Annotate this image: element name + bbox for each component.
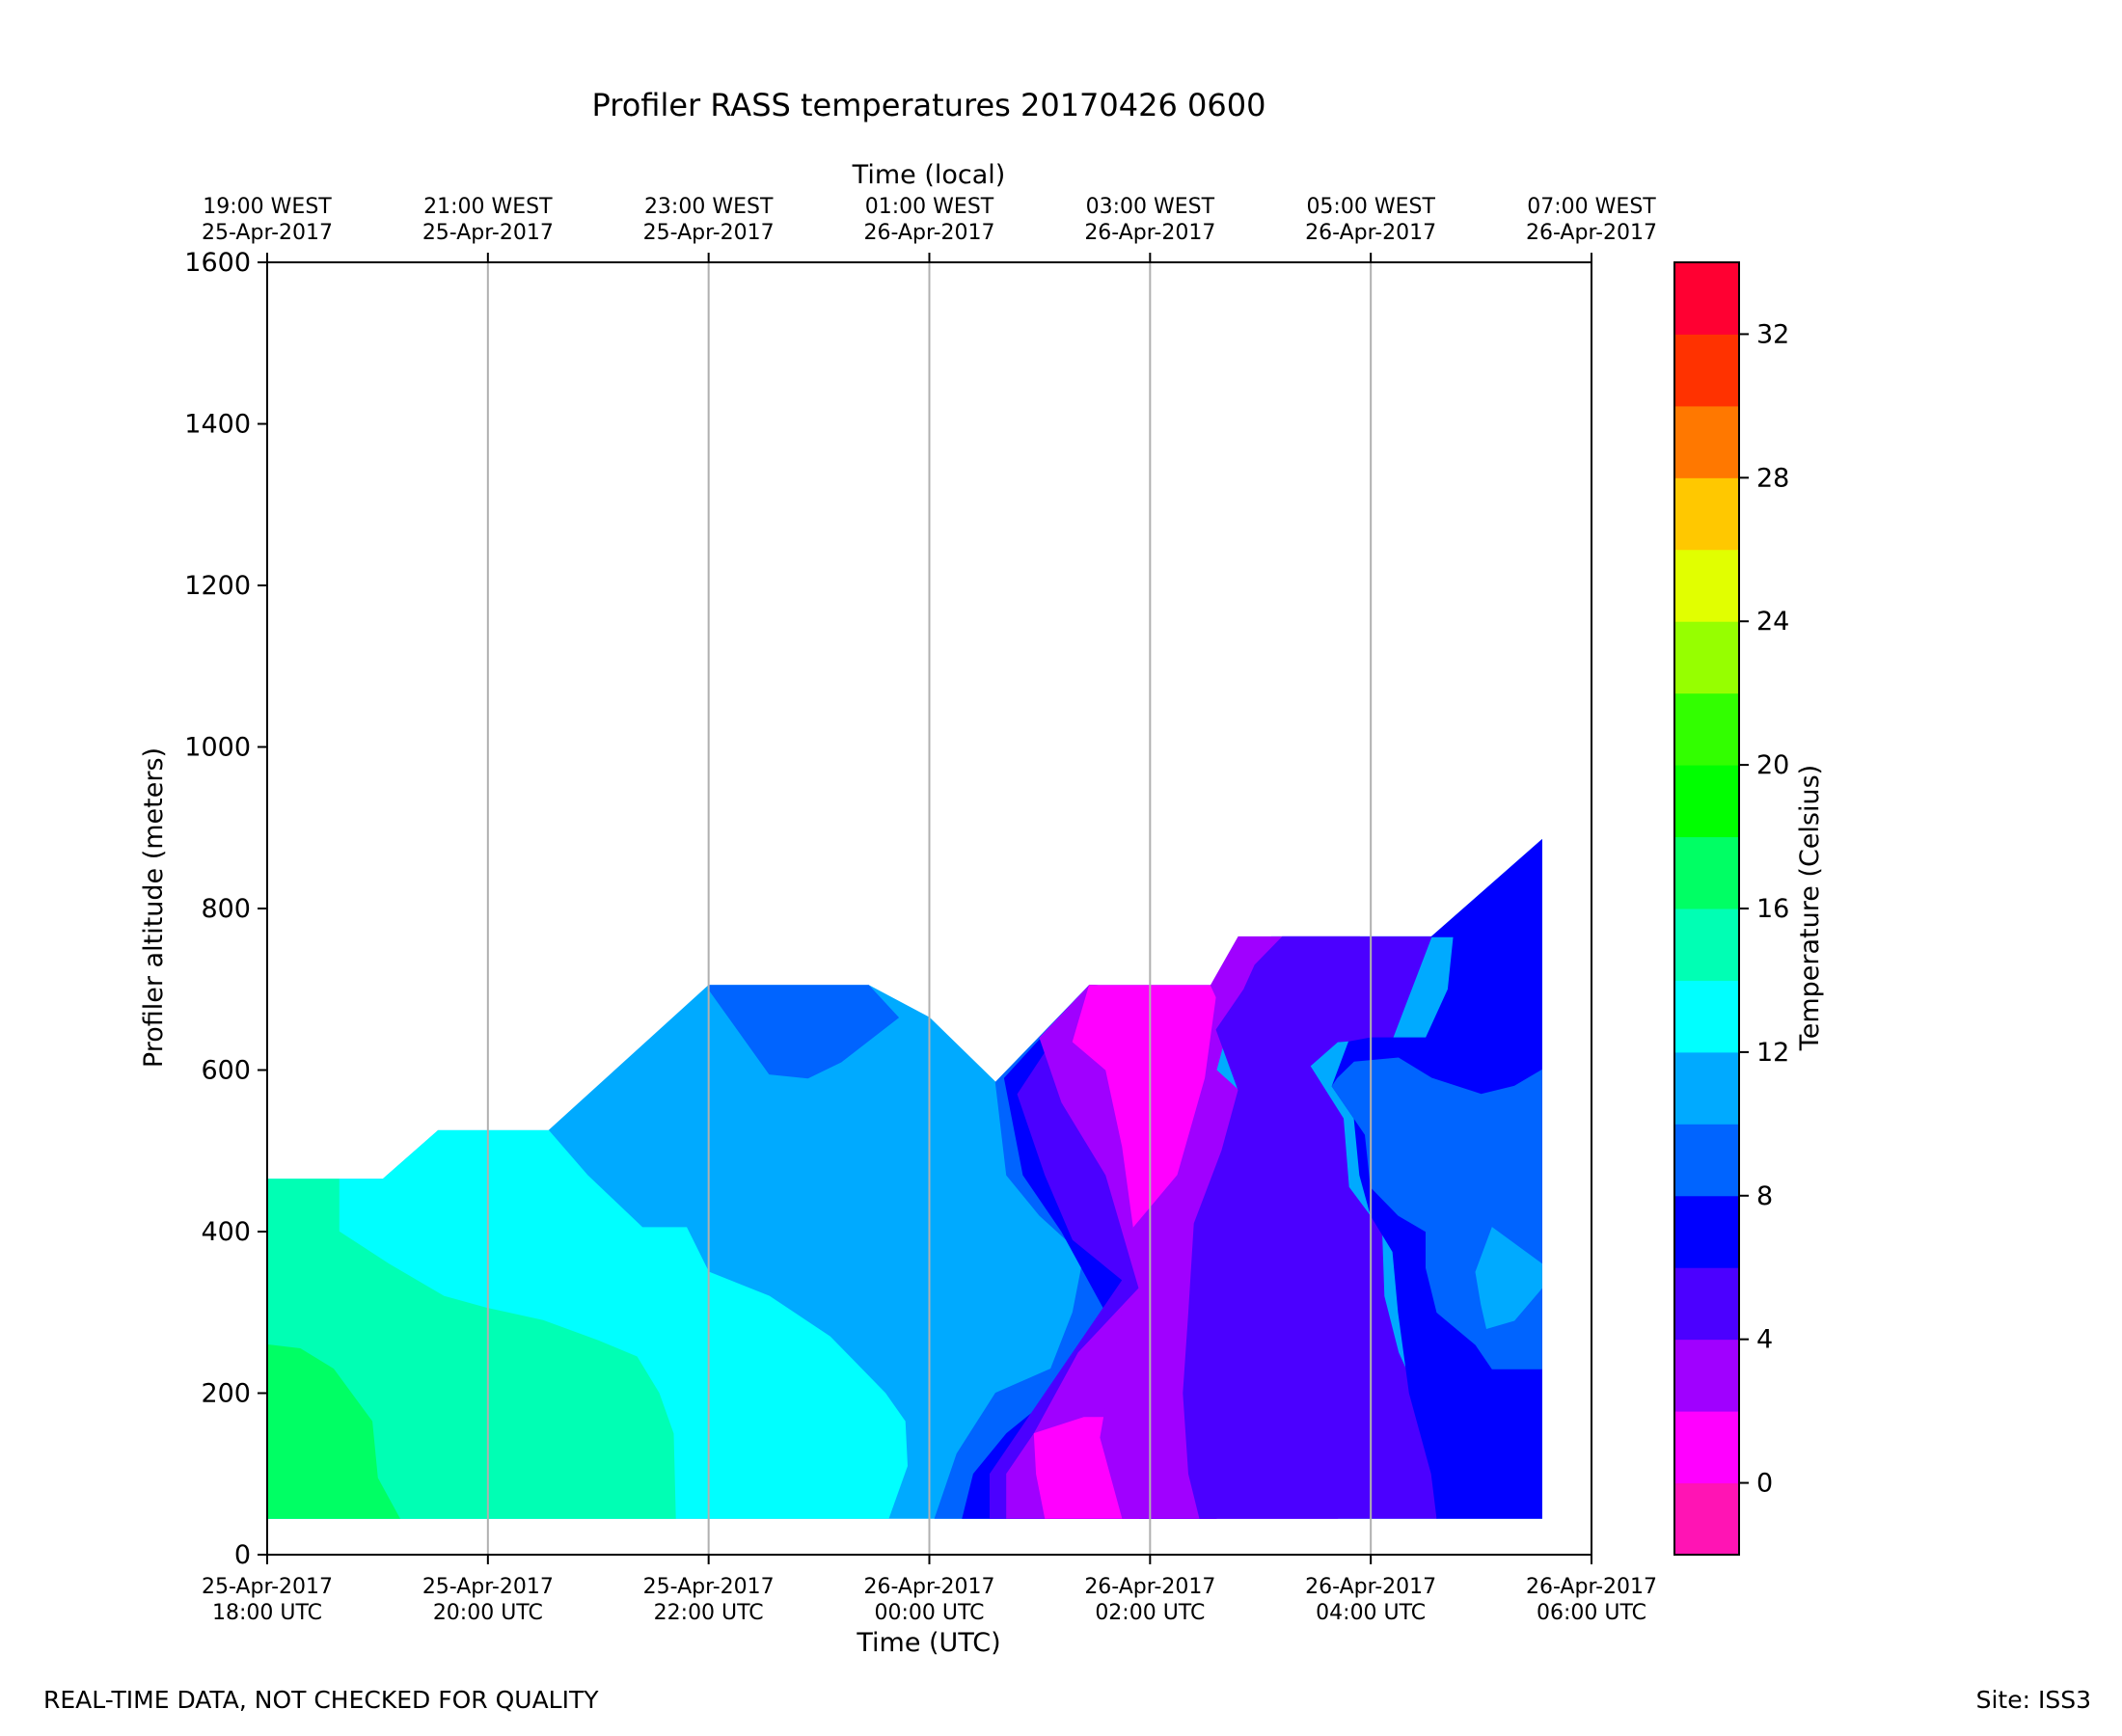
y-tick-label-4: 800 [201,894,251,924]
x-tick-label-time-0: 18:00 UTC [212,1601,322,1625]
y-tick-label-5: 1000 [184,733,251,763]
x-tick-label-date-5: 26-Apr-2017 [1305,1575,1436,1599]
colorbar-swatch-0 [1674,1482,1739,1556]
x-tick-label-date-1: 25-Apr-2017 [422,1575,554,1599]
y-tick-label-7: 1400 [184,410,251,440]
chart-title: Profiler RASS temperatures 20170426 0600 [592,87,1266,123]
colorbar-tick-label-1: 4 [1756,1325,1773,1355]
colorbar-tick-label-6: 24 [1756,607,1789,637]
colorbar-swatch-6 [1674,1051,1739,1125]
top-axis-label: Time (local) [852,160,1006,190]
x2-tick-label-time-4: 03:00 WEST [1086,195,1215,219]
colorbar-swatch-12 [1674,621,1739,694]
x-tick-label-date-4: 26-Apr-2017 [1084,1575,1215,1599]
y-tick-label-0: 0 [234,1540,251,1570]
colorbar-swatch-3 [1674,1267,1739,1341]
site-label: Site: ISS3 [1975,1686,2091,1714]
colorbar-swatch-13 [1674,549,1739,622]
colorbar-swatch-9 [1674,836,1739,909]
colorbar-tick-label-3: 12 [1756,1038,1789,1068]
x-tick-label-date-0: 25-Apr-2017 [202,1575,333,1599]
colorbar: 0 4 8 12 16 20 24 28 32 [1673,261,1789,1556]
colorbar-tick-label-7: 28 [1756,463,1789,493]
colorbar-swatch-14 [1674,477,1739,551]
x-tick-label-time-6: 06:00 UTC [1537,1601,1646,1625]
x2-tick-label-time-0: 19:00 WEST [203,195,332,219]
x2-tick-label-date-3: 26-Apr-2017 [863,221,994,245]
colorbar-tick-label-5: 20 [1756,750,1789,780]
x-tick-label-date-3: 26-Apr-2017 [863,1575,994,1599]
colorbar-swatch-7 [1674,980,1739,1053]
colorbar-swatch-1 [1674,1411,1739,1484]
quality-disclaimer: REAL-TIME DATA, NOT CHECKED FOR QUALITY [43,1686,599,1714]
x-tick-label-time-2: 22:00 UTC [654,1601,764,1625]
colorbar-swatch-15 [1674,405,1739,478]
grid-lines [486,262,1373,1555]
colorbar-swatch-2 [1674,1339,1739,1412]
y-tick-label-6: 1200 [184,571,251,601]
colorbar-swatch-16 [1674,334,1739,407]
colorbar-label: Temperature (Celsius) [1795,765,1825,1051]
colorbar-swatch-8 [1674,909,1739,981]
y-tick-label-2: 400 [201,1217,251,1247]
colorbar-swatch-4 [1674,1195,1739,1268]
colorbar-tick-label-2: 8 [1756,1181,1773,1211]
colorbar-swatch-10 [1674,765,1739,838]
x2-tick-label-time-1: 21:00 WEST [423,195,553,219]
x2-tick-label-date-6: 26-Apr-2017 [1526,221,1657,245]
y-tick-label-8: 1600 [184,248,251,278]
contour-region-4 [708,985,900,1079]
colorbar-swatch-17 [1674,262,1739,335]
x2-tick-label-date-2: 25-Apr-2017 [643,221,775,245]
x-tick-label-time-4: 02:00 UTC [1095,1601,1205,1625]
x2-tick-label-date-1: 25-Apr-2017 [422,221,554,245]
x2-tick-label-date-5: 26-Apr-2017 [1305,221,1436,245]
x-tick-label-time-1: 20:00 UTC [433,1601,543,1625]
temperature-contours [266,838,1542,1519]
x2-tick-label-time-5: 05:00 WEST [1306,195,1435,219]
colorbar-swatch-5 [1674,1124,1739,1197]
y-axis-label: Profiler altitude (meters) [139,747,169,1068]
x-tick-label-date-6: 26-Apr-2017 [1526,1575,1657,1599]
x-tick-label-date-2: 25-Apr-2017 [643,1575,775,1599]
contour-region-15 [1475,1227,1542,1330]
x2-tick-label-time-6: 07:00 WEST [1527,195,1656,219]
colorbar-tick-label-4: 16 [1756,894,1789,924]
colorbar-tick-label-8: 32 [1756,319,1789,349]
x-tick-label-time-3: 00:00 UTC [874,1601,984,1625]
contour-region-3 [266,1343,400,1519]
x2-tick-label-date-0: 25-Apr-2017 [202,221,333,245]
x2-tick-label-date-4: 26-Apr-2017 [1084,221,1215,245]
colorbar-swatch-11 [1674,692,1739,766]
x-tick-label-time-5: 04:00 UTC [1316,1601,1426,1625]
y-tick-label-3: 600 [201,1056,251,1086]
colorbar-tick-label-0: 0 [1756,1469,1773,1499]
x2-tick-label-time-3: 01:00 WEST [865,195,994,219]
x-axis-label: Time (UTC) [856,1628,1000,1658]
y-tick-label-1: 200 [201,1379,251,1409]
x2-tick-label-time-2: 23:00 WEST [644,195,774,219]
